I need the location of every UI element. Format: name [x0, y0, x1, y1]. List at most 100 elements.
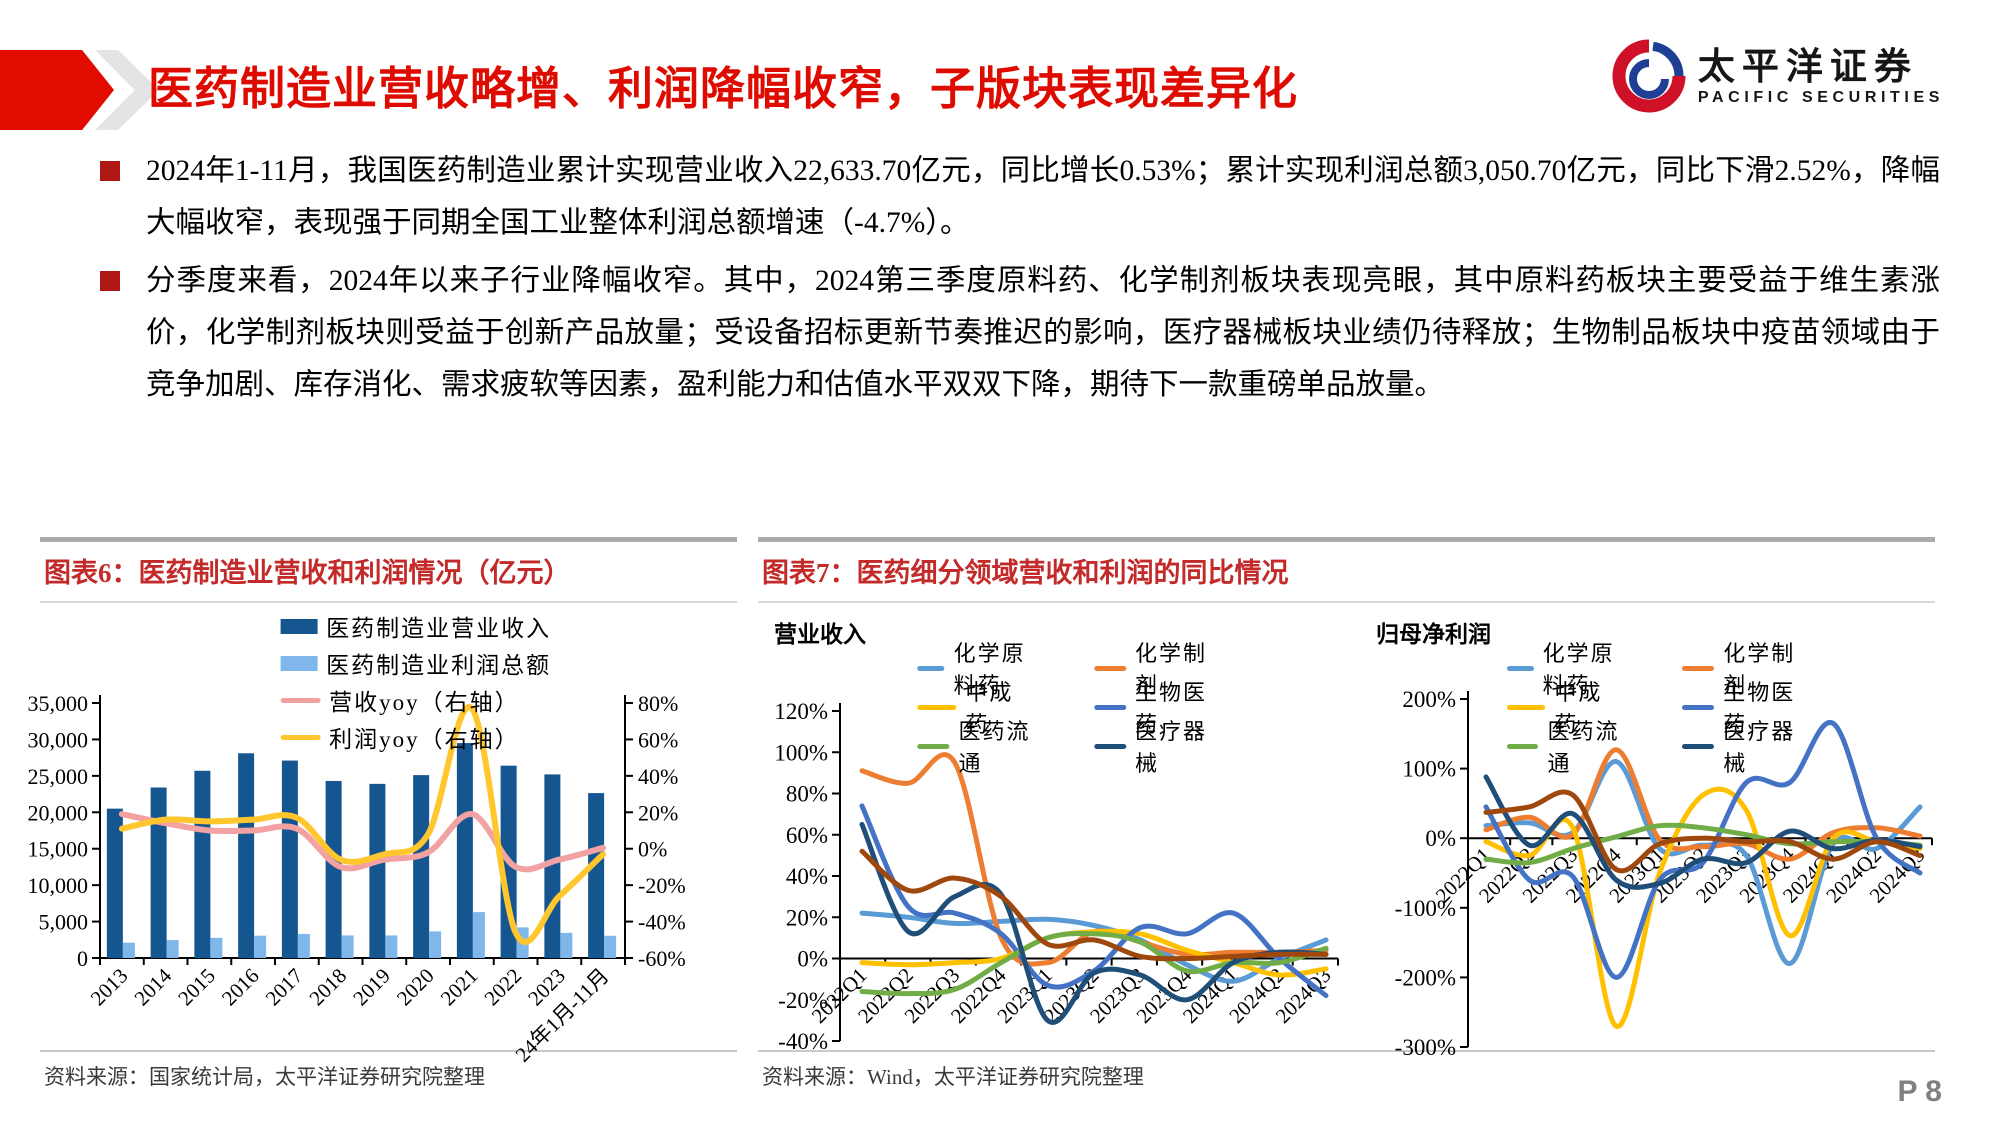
figure-6-source: 资料来源：国家统计局，太平洋证券研究院整理	[40, 1050, 737, 1091]
svg-text:40%: 40%	[638, 764, 678, 789]
legend-label: 化学制剂	[1723, 641, 1796, 698]
figure-6-caption: 图表6：医药制造业营收和利润情况（亿元）	[40, 537, 737, 603]
legend-label: 医药流通	[1547, 719, 1620, 776]
bullet-item: 分季度来看，2024年以来子行业降幅收窄。其中，2024第三季度原料药、化学制剂…	[78, 256, 1940, 412]
svg-text:80%: 80%	[786, 782, 828, 807]
page-number: P 8	[1897, 1075, 1943, 1108]
legend-swatch	[1682, 743, 1715, 749]
svg-text:2014: 2014	[129, 963, 176, 1010]
svg-text:15,000: 15,000	[28, 837, 89, 862]
bullet-text: 2024年1-11月，我国医药制造业累计实现营业收入22,633.70亿元，同比…	[146, 155, 1940, 239]
legend-item: 化学制剂	[1682, 641, 1800, 698]
figure-6-chart: 0 5,000 10,000 15,000 20,000 25,000 30,000 35,0…	[28, 691, 686, 1067]
legend-item: 化学原料药	[1506, 641, 1624, 698]
svg-text:40%: 40%	[786, 864, 828, 889]
header-chevron-red-icon	[0, 50, 114, 130]
body-text-block: 2024年1-11月，我国医药制造业累计实现营业收入22,633.70亿元，同比…	[78, 146, 1940, 418]
legend-item: 医药流通	[917, 719, 1036, 776]
legend-label: 化学制剂	[1135, 641, 1208, 698]
legend-item: 中成药	[917, 680, 1036, 737]
revenue-chart-legend: 化学原料药 化学制剂 中成药 生物医药 医药流通 医疗器械	[917, 641, 1213, 776]
legend-item: 营收yoy（右轴）	[280, 683, 551, 717]
revenue-subchart-title: 营业收入	[774, 622, 866, 647]
pacific-securities-swirl-icon	[1612, 39, 1686, 113]
legend-label: 生物医药	[1135, 680, 1208, 737]
svg-text:2016: 2016	[217, 964, 264, 1011]
svg-text:20%: 20%	[638, 800, 678, 825]
legend-swatch	[280, 734, 321, 740]
legend-label: 医疗器械	[1723, 719, 1796, 776]
legend-swatch	[917, 704, 957, 710]
svg-text:2020: 2020	[392, 964, 439, 1011]
svg-text:-40%: -40%	[638, 910, 686, 935]
logo-chinese-name: 太平洋证券	[1697, 45, 1918, 87]
legend-item: 利润yoy（右轴）	[280, 720, 551, 754]
svg-text:0%: 0%	[638, 837, 667, 862]
svg-text:30,000: 30,000	[28, 727, 89, 752]
bullet-square-icon	[100, 270, 120, 291]
legend-label: 医药制造业利润总额	[326, 653, 552, 678]
page-title: 医药制造业营收略增、利润降幅收窄，子版块表现差异化	[148, 64, 1299, 114]
legend-swatch	[280, 618, 318, 634]
legend-label: 中成药	[1554, 680, 1603, 737]
legend-swatch	[280, 655, 318, 671]
svg-text:-20%: -20%	[638, 873, 686, 898]
legend-swatch	[1506, 704, 1546, 710]
legend-swatch	[1506, 665, 1534, 671]
legend-label: 化学原料药	[1542, 641, 1615, 698]
legend-swatch	[1093, 704, 1127, 710]
legend-item: 中成药	[1506, 680, 1624, 737]
legend-swatch	[1093, 665, 1127, 671]
legend-swatch	[917, 743, 950, 749]
svg-text:80%: 80%	[638, 691, 678, 716]
legend-swatch	[1682, 665, 1715, 671]
logo-english-name: PACIFIC SECURITIES	[1697, 89, 1944, 107]
legend-item: 生物医药	[1682, 680, 1800, 737]
svg-text:-100%: -100%	[1395, 896, 1456, 921]
svg-text:2021: 2021	[436, 964, 483, 1011]
legend-label: 化学原料药	[953, 641, 1026, 698]
legend-swatch	[280, 697, 321, 703]
legend-swatch	[1682, 704, 1715, 710]
figure-6-legend: 医药制造业营业收入 医药制造业利润总额营收yoy（右轴） 利润yoy（右轴）	[280, 609, 551, 754]
bullet-square-icon	[100, 161, 120, 181]
svg-text:2019: 2019	[348, 964, 395, 1011]
svg-text:2022: 2022	[479, 964, 526, 1011]
svg-text:2018: 2018	[304, 964, 351, 1011]
svg-text:2013: 2013	[86, 964, 133, 1011]
bullet-text: 分季度来看，2024年以来子行业降幅收窄。其中，2024第三季度原料药、化学制剂…	[146, 264, 1940, 401]
legend-label: 医药流通	[958, 719, 1031, 776]
figure-6: 图表6：医药制造业营收和利润情况（亿元） 0 5,000 10,000 15,000 2…	[28, 537, 737, 1091]
svg-text:-300%: -300%	[1395, 1035, 1456, 1060]
svg-text:-20%: -20%	[778, 988, 828, 1013]
svg-text:10,000: 10,000	[28, 873, 89, 898]
legend-item: 生物医药	[1093, 680, 1213, 737]
svg-text:60%: 60%	[638, 727, 678, 752]
svg-text:5,000: 5,000	[39, 910, 89, 935]
legend-label: 利润yoy（右轴）	[329, 727, 520, 752]
figure-7-profit-subchart: 归母净利润 200% 100% 0% -100% -200% -300% 2022Q1 202…	[1348, 603, 1935, 1060]
revenue-line-chart: 120%100%80%60%40%20%0%-20%-40%2022Q12022…	[774, 699, 1339, 1054]
legend-label: 医药制造业营业收入	[326, 616, 552, 641]
svg-text:20%: 20%	[786, 905, 828, 930]
legend-item: 医药流通	[1506, 719, 1624, 776]
svg-text:0%: 0%	[797, 947, 828, 972]
logo-text: 太平洋证券 PACIFIC SECURITIES	[1697, 45, 1944, 108]
legend-item: 医药制造业营业收入	[280, 609, 551, 643]
profit-line-chart: 200%100%0%-100%-200%-300%2022Q12022Q2202…	[1395, 687, 1933, 1060]
bullet-item: 2024年1-11月，我国医药制造业累计实现营业收入22,633.70亿元，同比…	[78, 146, 1940, 250]
legend-item: 医疗器械	[1682, 719, 1800, 776]
legend-item: 医药制造业利润总额	[280, 646, 551, 680]
figure-7-source: 资料来源：Wind，太平洋证券研究院整理	[758, 1050, 1935, 1091]
legend-swatch	[1506, 743, 1539, 749]
svg-text:20,000: 20,000	[28, 800, 89, 825]
profit-subchart-title: 归母净利润	[1376, 622, 1491, 647]
svg-text:0: 0	[77, 946, 88, 971]
figure-7-revenue-subchart: 营业收入 120% 100% 80% 60% 40% 20% 0% -20% -40% 2022Q…	[758, 603, 1348, 1054]
figure-7-charts-row: 营业收入 120% 100% 80% 60% 40% 20% 0% -20% -40% 2022Q…	[758, 603, 1935, 1060]
company-logo: 太平洋证券 PACIFIC SECURITIES	[1610, 36, 1944, 118]
figure-7-caption: 图表7：医药细分领域营收和利润的同比情况	[758, 537, 1935, 603]
svg-text:-200%: -200%	[1395, 965, 1456, 990]
profit-chart-legend: 化学原料药 化学制剂中成药 生物医药医药流通 医疗器械	[1506, 641, 1800, 776]
